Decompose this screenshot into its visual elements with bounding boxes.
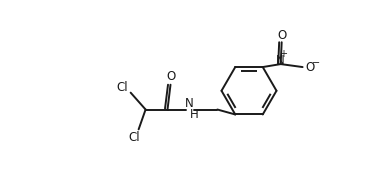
Text: −: − (311, 58, 320, 68)
Text: +: + (279, 49, 287, 59)
Text: H: H (190, 108, 198, 121)
Text: Cl: Cl (129, 131, 141, 144)
Text: N: N (185, 97, 194, 110)
Text: O: O (305, 61, 314, 74)
Text: Cl: Cl (117, 81, 128, 94)
Text: O: O (167, 70, 176, 83)
Text: O: O (277, 29, 286, 42)
Text: N: N (276, 54, 285, 67)
